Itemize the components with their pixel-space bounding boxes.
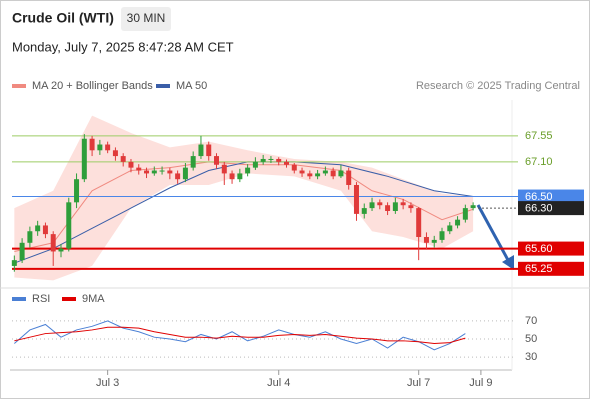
candle-body bbox=[299, 170, 305, 174]
forecast-arrow bbox=[476, 204, 510, 261]
candle-body bbox=[229, 173, 235, 180]
candle-body bbox=[144, 170, 150, 174]
candle-body bbox=[190, 156, 196, 168]
candle-body bbox=[392, 202, 398, 211]
candle-body bbox=[50, 234, 56, 252]
candle-body bbox=[120, 156, 126, 162]
candle-body bbox=[214, 156, 220, 165]
legend-label: MA 20 + Bollinger Bands bbox=[32, 80, 153, 92]
candle-body bbox=[361, 208, 367, 214]
level-label: 66.50 bbox=[525, 191, 553, 203]
candle-body bbox=[27, 231, 33, 243]
candle-body bbox=[81, 138, 87, 180]
credit: Research © 2025 Trading Central bbox=[416, 80, 580, 92]
x-tick-label: Jul 3 bbox=[96, 377, 119, 389]
timeframe-badge bbox=[121, 7, 171, 31]
level-label: 65.25 bbox=[525, 263, 553, 275]
candle-body bbox=[159, 170, 165, 172]
candle-body bbox=[431, 239, 437, 243]
bollinger-band bbox=[14, 115, 474, 281]
candle-body bbox=[175, 173, 181, 180]
x-tick-label: Jul 7 bbox=[407, 377, 430, 389]
rsi-line bbox=[14, 326, 466, 345]
candle-body bbox=[35, 225, 41, 232]
candle-body bbox=[439, 231, 445, 240]
candle-body bbox=[66, 202, 72, 249]
candle-body bbox=[198, 144, 204, 157]
candle-body bbox=[283, 161, 289, 165]
candle-body bbox=[182, 167, 188, 180]
candle-body bbox=[237, 173, 243, 180]
candle-body bbox=[346, 170, 352, 185]
candle-body bbox=[338, 170, 344, 177]
x-tick-label: Jul 4 bbox=[267, 377, 290, 389]
candle-body bbox=[408, 205, 414, 209]
timeframe: 30 MIN bbox=[127, 11, 166, 25]
forecast-arrowhead bbox=[502, 255, 514, 270]
candle-body bbox=[105, 144, 111, 151]
candle-body bbox=[291, 164, 297, 171]
candle-body bbox=[167, 170, 173, 174]
candle-body bbox=[11, 260, 17, 266]
rsi-tick-label: 70 bbox=[525, 315, 537, 327]
candle-body bbox=[112, 150, 118, 157]
candle-body bbox=[97, 144, 103, 151]
candle-body bbox=[89, 138, 95, 151]
level-label: 67.55 bbox=[525, 130, 553, 142]
level-label: 66.30 bbox=[525, 203, 553, 215]
ma-line bbox=[14, 161, 474, 264]
x-tick-label: Jul 9 bbox=[469, 377, 492, 389]
subtitle: Monday, July 7, 2025 8:47:28 AM CET bbox=[12, 39, 234, 54]
candle-body bbox=[353, 184, 359, 214]
candle-body bbox=[447, 225, 453, 232]
legend-swatch bbox=[12, 297, 26, 301]
candle-body bbox=[455, 219, 461, 226]
rsi-line bbox=[14, 320, 466, 351]
legend-label: 9MA bbox=[82, 293, 105, 305]
candle-body bbox=[206, 144, 212, 157]
legend-label: RSI bbox=[32, 293, 50, 305]
candle-body bbox=[470, 205, 476, 209]
candle-body bbox=[42, 225, 48, 235]
chart-title: Crude Oil (WTI) bbox=[12, 10, 114, 26]
candle-body bbox=[385, 205, 391, 211]
candle-body bbox=[315, 173, 321, 177]
candle-body bbox=[74, 179, 80, 203]
legend-swatch bbox=[62, 297, 76, 301]
candle-body bbox=[268, 158, 274, 160]
rsi-tick-label: 50 bbox=[525, 333, 537, 345]
candle-body bbox=[245, 167, 251, 174]
candle-body bbox=[136, 167, 142, 171]
candle-body bbox=[423, 237, 429, 243]
candle-body bbox=[260, 158, 266, 162]
candle-body bbox=[330, 170, 336, 177]
legend-label: MA 50 bbox=[176, 80, 207, 92]
level-label-box bbox=[518, 261, 584, 276]
rsi-tick-label: 30 bbox=[525, 351, 537, 363]
level-label: 67.10 bbox=[525, 156, 553, 168]
candle-body bbox=[19, 242, 25, 261]
candle-body bbox=[462, 208, 468, 220]
candle-body bbox=[307, 173, 313, 177]
candle-body bbox=[322, 170, 328, 174]
candle-body bbox=[221, 164, 227, 174]
candle-body bbox=[252, 161, 258, 168]
candle-body bbox=[369, 202, 375, 209]
candle-body bbox=[128, 161, 134, 168]
candle-body bbox=[151, 170, 157, 174]
candle-body bbox=[416, 208, 422, 238]
candle-body bbox=[276, 158, 282, 162]
candle-body bbox=[400, 202, 406, 206]
level-label: 65.60 bbox=[525, 243, 553, 255]
level-label-box bbox=[518, 189, 584, 204]
candle-body bbox=[377, 202, 383, 206]
legend-swatch bbox=[12, 84, 26, 88]
legend-swatch bbox=[156, 84, 170, 88]
level-label-box bbox=[518, 201, 584, 216]
level-label-box bbox=[518, 241, 584, 256]
candle-body bbox=[58, 248, 64, 252]
